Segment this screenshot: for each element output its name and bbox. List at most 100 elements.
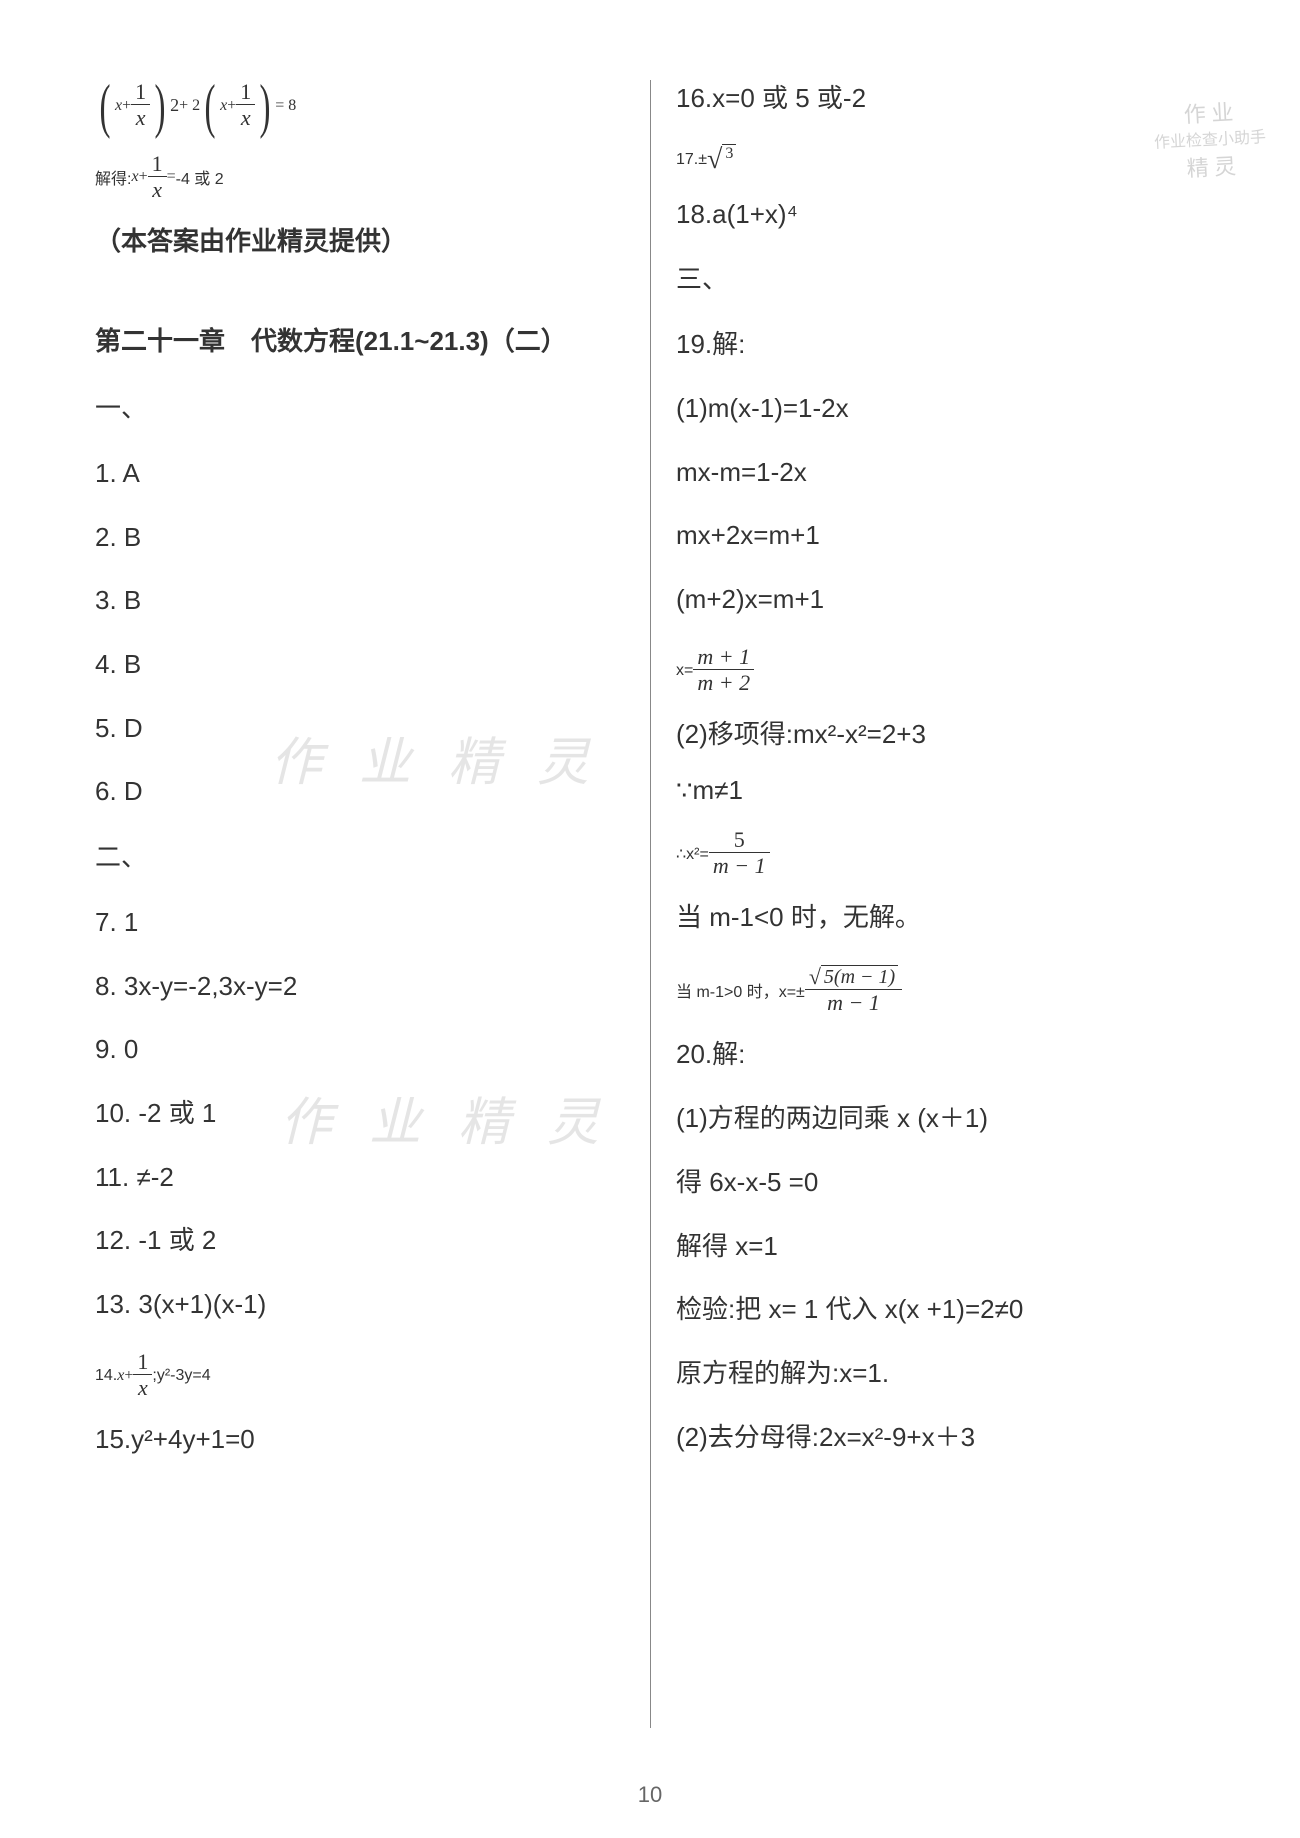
chapter-title: 第二十一章 代数方程(21.1~21.3)（二） bbox=[95, 321, 625, 358]
q19-step-2c: ∴x²= 5 m − 1 bbox=[676, 828, 1205, 880]
plus-2: + 2 bbox=[179, 97, 200, 115]
frac-num: 1 bbox=[131, 80, 150, 105]
answer-9: 9. 0 bbox=[95, 1031, 625, 1069]
q20-step-1c: 解得 x=1 bbox=[676, 1228, 1205, 1266]
answer-5: 5. D bbox=[95, 710, 625, 748]
q14-frac-num: 1 bbox=[133, 1350, 152, 1375]
solve-x: x bbox=[131, 168, 138, 186]
q19-2e-prefix: 当 m-1>0 时，x=± bbox=[676, 978, 805, 1002]
solve-prefix: 解得: bbox=[95, 165, 131, 189]
sqrt-sign-icon: √ bbox=[809, 965, 821, 989]
q20-step-1b: 得 6x-x-5 =0 bbox=[676, 1164, 1205, 1202]
q19-2e-sqrt-inner: 5(m − 1) bbox=[821, 965, 898, 989]
credit-line: （本答案由作业精灵提供） bbox=[95, 223, 625, 261]
answer-15: 15.y²+4y+1=0 bbox=[95, 1421, 625, 1459]
stamp-line3: 精 灵 bbox=[1141, 146, 1282, 185]
q19-2e-sqrt: √ 5(m − 1) bbox=[809, 965, 898, 989]
right-column: 16.x=0 或 5 或-2 17.± √ 3 18.a(1+x)⁴ 三、 19… bbox=[650, 80, 1205, 1728]
page-number: 10 bbox=[0, 1782, 1300, 1808]
frac-num-2: 1 bbox=[236, 80, 255, 105]
q14-plus: + bbox=[124, 1367, 133, 1385]
q14-suffix: ;y²-3y=4 bbox=[152, 1367, 210, 1385]
q19-step-1e: x= m + 1 m + 2 bbox=[676, 645, 1205, 697]
left-column: ( x + 1 x ) 2 + 2 ( x + 1 x ) = 8 bbox=[95, 80, 650, 1728]
answer-17: 17.± √ 3 bbox=[676, 144, 1205, 176]
sqrt-content: 3 bbox=[722, 144, 736, 176]
solution-line: 解得: x + 1 x = -4 或 2 bbox=[95, 152, 625, 204]
section-2: 二、 bbox=[95, 837, 625, 874]
q19-2c-num: 5 bbox=[709, 828, 770, 853]
q19-1e-num: m + 1 bbox=[693, 645, 754, 670]
equals-8: = 8 bbox=[275, 97, 296, 115]
paren-close-2: ) bbox=[260, 82, 271, 130]
q14-frac-den: x bbox=[133, 1375, 152, 1401]
solve-frac-num: 1 bbox=[148, 152, 167, 177]
var-x: x bbox=[115, 97, 122, 115]
plus-sign-2: + bbox=[227, 97, 236, 115]
q19-step-1b: mx-m=1-2x bbox=[676, 454, 1205, 492]
answer-10: 10. -2 或 1 bbox=[95, 1095, 625, 1133]
q17-prefix: 17.± bbox=[676, 151, 707, 169]
solve-frac-den: x bbox=[148, 177, 167, 203]
q20-step-2a: (2)去分母得:2x=x²-9+x＋3 bbox=[676, 1419, 1205, 1457]
q19-step-2e: 当 m-1>0 时，x=± √ 5(m − 1) m − 1 bbox=[676, 963, 1205, 1016]
section-3: 三、 bbox=[676, 259, 1205, 296]
answer-16: 16.x=0 或 5 或-2 bbox=[676, 80, 1205, 118]
section-1: 一、 bbox=[95, 388, 625, 425]
q14-frac: 1 x bbox=[133, 1350, 152, 1402]
answer-12: 12. -1 或 2 bbox=[95, 1222, 625, 1260]
answer-7: 7. 1 bbox=[95, 904, 625, 942]
frac-den: x bbox=[131, 105, 150, 131]
answer-14: 14. x + 1 x ;y²-3y=4 bbox=[95, 1350, 625, 1402]
answer-20: 20.解: bbox=[676, 1036, 1205, 1074]
q19-1e-prefix: x= bbox=[676, 662, 693, 680]
q14-prefix: 14. bbox=[95, 1367, 117, 1385]
equation-top: ( x + 1 x ) 2 + 2 ( x + 1 x ) = 8 bbox=[95, 80, 625, 132]
solve-eq: = bbox=[167, 168, 176, 186]
fraction-1-over-x-2: 1 x bbox=[236, 80, 255, 132]
q19-1e-den: m + 2 bbox=[693, 670, 754, 696]
q19-step-1a: (1)m(x-1)=1-2x bbox=[676, 390, 1205, 428]
paren-open-2: ( bbox=[205, 82, 216, 130]
two-column-layout: ( x + 1 x ) 2 + 2 ( x + 1 x ) = 8 bbox=[95, 80, 1205, 1728]
answer-8: 8. 3x-y=-2,3x-y=2 bbox=[95, 968, 625, 1006]
q19-1e-frac: m + 1 m + 2 bbox=[693, 645, 754, 697]
answer-4: 4. B bbox=[95, 646, 625, 684]
solve-rhs: -4 或 2 bbox=[176, 165, 224, 189]
q14-x: x bbox=[117, 1367, 124, 1385]
q19-step-1c: mx+2x=m+1 bbox=[676, 517, 1205, 555]
paren-close: ) bbox=[155, 82, 166, 130]
answer-18: 18.a(1+x)⁴ bbox=[676, 196, 1205, 234]
q19-2c-frac: 5 m − 1 bbox=[709, 828, 770, 880]
q19-step-2d: 当 m-1<0 时，无解。 bbox=[676, 899, 1205, 937]
sqrt-3: √ 3 bbox=[707, 144, 736, 176]
q19-step-2a: (2)移项得:mx²-x²=2+3 bbox=[676, 716, 1205, 754]
paren-open: ( bbox=[99, 82, 110, 130]
solve-frac: 1 x bbox=[148, 152, 167, 204]
q20-step-1a: (1)方程的两边同乘 x (x＋1) bbox=[676, 1100, 1205, 1138]
answer-6: 6. D bbox=[95, 773, 625, 811]
q20-step-1e: 原方程的解为:x=1. bbox=[676, 1355, 1205, 1393]
answer-11: 11. ≠-2 bbox=[95, 1159, 625, 1197]
fraction-1-over-x: 1 x bbox=[131, 80, 150, 132]
answer-1: 1. A bbox=[95, 455, 625, 493]
sqrt-sign-icon: √ bbox=[707, 144, 722, 176]
q19-step-2b: ∵m≠1 bbox=[676, 772, 1205, 810]
answer-2: 2. B bbox=[95, 519, 625, 557]
solve-plus: + bbox=[139, 168, 148, 186]
answer-3: 3. B bbox=[95, 582, 625, 620]
page: 作 业 作业检查小助手 精 灵 作 业 精 灵 作 业 精 灵 ( x + 1 … bbox=[0, 0, 1300, 1838]
q20-step-1d: 检验:把 x= 1 代入 x(x +1)=2≠0 bbox=[676, 1291, 1205, 1329]
answer-13: 13. 3(x+1)(x-1) bbox=[95, 1286, 625, 1324]
power-2: 2 bbox=[170, 95, 179, 116]
q19-2e-den: m − 1 bbox=[805, 990, 902, 1016]
var-x-2: x bbox=[220, 97, 227, 115]
q19-step-1d: (m+2)x=m+1 bbox=[676, 581, 1205, 619]
answer-19: 19.解: bbox=[676, 326, 1205, 364]
q19-2e-frac: √ 5(m − 1) m − 1 bbox=[805, 963, 902, 1016]
plus-sign: + bbox=[122, 97, 131, 115]
q19-2e-num: √ 5(m − 1) bbox=[805, 963, 902, 990]
frac-den-2: x bbox=[236, 105, 255, 131]
q19-2c-den: m − 1 bbox=[709, 853, 770, 879]
q19-2c-prefix: ∴x²= bbox=[676, 844, 709, 864]
